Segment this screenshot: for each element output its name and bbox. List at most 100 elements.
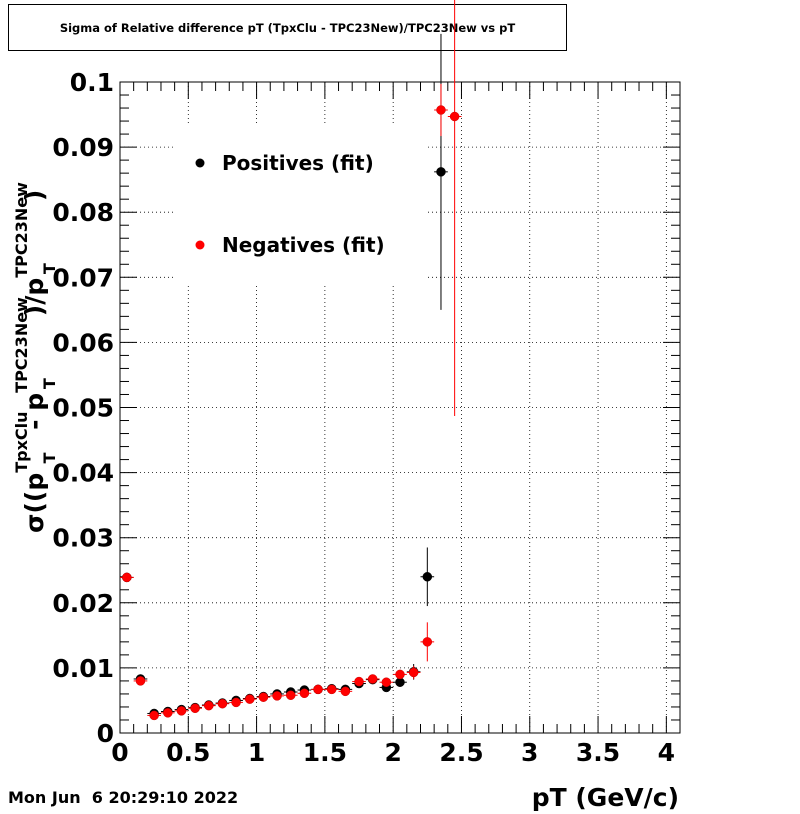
- legend-entry: Negatives (fit): [195, 233, 385, 257]
- data-point: [174, 706, 189, 716]
- y-title-p3-sub: T: [40, 263, 59, 274]
- point-marker: [422, 572, 433, 582]
- point-marker: [299, 688, 310, 699]
- point-marker: [217, 698, 228, 709]
- timestamp: Mon Jun 6 20:29:10 2022: [8, 788, 239, 807]
- point-marker: [122, 572, 132, 583]
- point-marker: [340, 686, 351, 697]
- series-negatives: [120, 0, 462, 721]
- chart-title-box: Sigma of Relative difference pT (TpxClu …: [8, 4, 567, 51]
- data-points: [120, 0, 462, 721]
- y-title-p2-sub: T: [40, 378, 59, 389]
- data-point: [420, 547, 435, 607]
- point-marker: [381, 677, 392, 687]
- data-point: [256, 692, 271, 702]
- x-axis-title: pT (GeV/c): [532, 783, 679, 812]
- y-tick-label: 0.06: [52, 328, 114, 357]
- point-marker: [245, 694, 255, 704]
- point-marker: [354, 676, 364, 687]
- data-point: [324, 684, 339, 695]
- data-point: [283, 690, 298, 700]
- data-point: [338, 686, 353, 697]
- data-point: [311, 684, 325, 695]
- point-marker: [395, 669, 405, 680]
- x-tick-label: 0: [111, 738, 128, 767]
- point-marker: [149, 710, 159, 721]
- y-title-p2-sup: TPC23New: [12, 297, 31, 393]
- point-marker: [436, 167, 446, 177]
- data-point: [352, 676, 366, 687]
- data-point: [270, 691, 284, 701]
- x-tick-label: 0.5: [166, 738, 210, 767]
- y-title-sigma: σ((: [20, 491, 49, 533]
- point-marker: [272, 691, 282, 701]
- data-point: [393, 669, 407, 680]
- chart-title: Sigma of Relative difference pT (TpxClu …: [59, 20, 516, 35]
- data-point: [297, 688, 312, 699]
- data-point: [420, 622, 435, 662]
- x-tick-label: 3: [521, 738, 538, 767]
- legend-marker: [195, 240, 205, 250]
- y-tick-label: 0.1: [70, 68, 114, 97]
- point-marker: [231, 697, 241, 708]
- data-point: [242, 694, 257, 704]
- y-title-p1-sup: TpxClu: [12, 411, 31, 472]
- legend-label: Positives (fit): [222, 151, 374, 175]
- data-point: [133, 676, 148, 686]
- point-marker: [436, 105, 446, 115]
- legend-label: Negatives (fit): [222, 233, 385, 257]
- point-marker: [258, 692, 269, 702]
- point-marker: [163, 708, 173, 718]
- x-tick-label: 2: [384, 738, 401, 767]
- data-point: [434, 83, 448, 137]
- y-title-minus: -: [20, 411, 49, 439]
- legend-marker: [195, 158, 205, 168]
- axis-ticks: [119, 81, 681, 734]
- y-title-p3-sup: TPC23New: [12, 182, 31, 278]
- legend: [176, 125, 428, 285]
- y-title-p3: p: [20, 278, 49, 296]
- data-point: [120, 572, 134, 583]
- point-marker: [204, 700, 214, 711]
- data-point: [147, 710, 161, 721]
- y-title-close: ): [20, 190, 49, 201]
- y-tick-label: 0.05: [52, 394, 114, 423]
- point-marker: [190, 703, 200, 714]
- y-tick-label: 0.01: [52, 654, 114, 683]
- point-marker: [408, 667, 419, 678]
- data-point: [434, 33, 448, 310]
- y-axis-title-text: σ((pTpxClu T - pTPC23New T)/pTPC23New T): [12, 182, 59, 533]
- x-tick-label: 1: [248, 738, 265, 767]
- x-tick-label: 3.5: [576, 738, 620, 767]
- y-tick-label: 0.03: [52, 524, 114, 553]
- point-marker: [176, 706, 187, 716]
- point-marker: [135, 676, 146, 686]
- y-tick-label: 0.02: [52, 589, 114, 618]
- y-tick-label: 0.04: [52, 459, 114, 488]
- data-point: [379, 677, 394, 687]
- data-point: [188, 703, 202, 714]
- data-point: [229, 697, 243, 708]
- point-marker: [422, 637, 433, 647]
- y-axis-title: σ((pTpxClu T - pTPC23New T)/pTPC23New T): [12, 182, 59, 533]
- data-point: [215, 698, 230, 709]
- data-point: [160, 708, 175, 718]
- legend-entries: Positives (fit) Negatives (fit): [195, 151, 385, 257]
- tick-labels: 0 0.5 1 1.5 2 2.5 3 3.5 4 0 0.01 0.02 0.03 0.04 0.05 0.…: [52, 68, 675, 767]
- data-point: [365, 674, 380, 684]
- legend-entry: Positives (fit): [195, 151, 374, 175]
- y-tick-label: 0: [97, 719, 114, 748]
- y-tick-label: 0.08: [52, 198, 114, 227]
- data-point: [201, 700, 216, 711]
- x-tick-label: 1.5: [303, 738, 347, 767]
- data-point: [406, 665, 421, 679]
- point-marker: [313, 684, 323, 695]
- y-tick-label: 0.09: [52, 133, 114, 162]
- y-tick-label: 0.07: [52, 263, 114, 292]
- x-tick-label: 4: [658, 738, 675, 767]
- y-title-p2: p: [20, 393, 49, 411]
- point-marker: [367, 674, 378, 684]
- point-marker: [285, 690, 296, 700]
- point-marker: [449, 111, 460, 122]
